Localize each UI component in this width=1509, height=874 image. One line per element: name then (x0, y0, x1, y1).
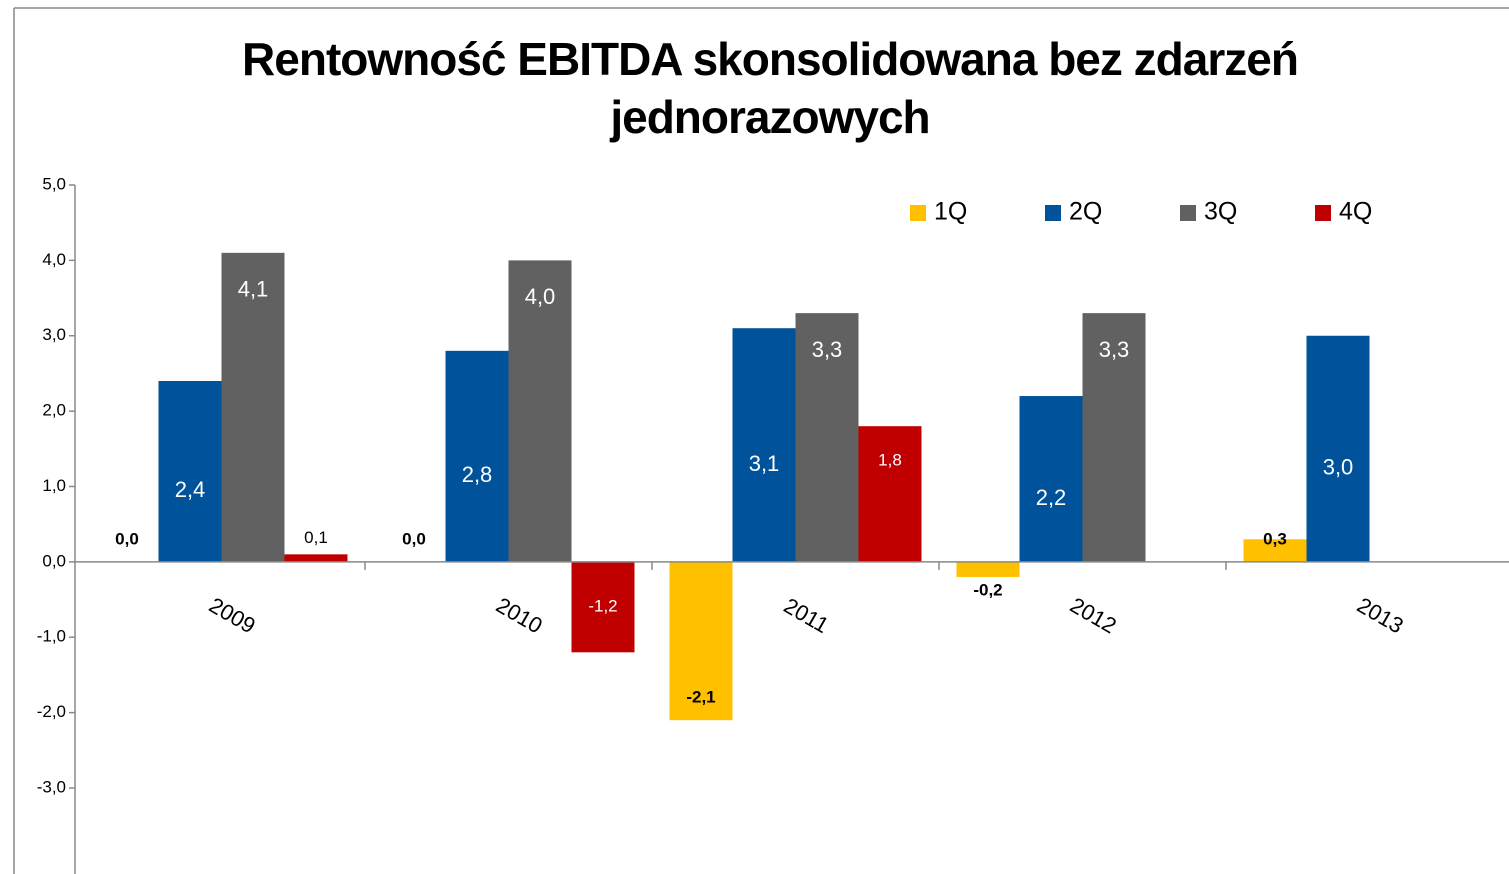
bar (508, 260, 572, 562)
chart-title: Rentowność EBITDA skonsolidowana bez zda… (242, 33, 1299, 143)
y-tick-label: 0,0 (42, 551, 66, 570)
data-label: 0,1 (304, 528, 328, 547)
data-label: 4,1 (238, 277, 269, 302)
data-label: 2,2 (1036, 485, 1067, 510)
data-label: 0,0 (402, 529, 426, 548)
data-label: 3,1 (749, 451, 780, 476)
bar (158, 380, 222, 562)
bar (284, 554, 348, 562)
x-tick-label: 2010 (492, 592, 547, 638)
bar (221, 252, 285, 562)
y-tick-label: 4,0 (42, 250, 66, 269)
data-label: -2,1 (686, 688, 715, 707)
bar (1306, 335, 1370, 562)
y-tick-label: -1,0 (37, 627, 66, 646)
y-tick-label: -3,0 (37, 777, 66, 796)
y-tick-label: 2,0 (42, 401, 66, 420)
data-label: 4,0 (525, 284, 556, 309)
y-tick-label: 3,0 (42, 325, 66, 344)
x-tick-label: 2013 (1353, 592, 1408, 638)
y-tick-label: 1,0 (42, 476, 66, 495)
bar (858, 426, 922, 562)
x-tick-label: 2009 (205, 592, 260, 638)
legend-swatch (1045, 205, 1061, 221)
data-label: -1,2 (588, 597, 617, 616)
x-tick-label: 2011 (780, 593, 833, 638)
bar (1243, 539, 1307, 562)
legend-swatch (910, 205, 926, 221)
data-label: 0,3 (1263, 529, 1287, 548)
data-label: -0,2 (973, 580, 1002, 599)
data-label: 2,8 (462, 462, 493, 487)
data-label: 3,3 (812, 337, 843, 362)
bar (669, 561, 733, 721)
data-label: 3,3 (1099, 337, 1130, 362)
bar (795, 313, 859, 562)
data-label: 3,0 (1323, 455, 1354, 480)
legend-label: 2Q (1069, 198, 1102, 226)
bar (956, 561, 1020, 577)
bar (1082, 313, 1146, 562)
bar (445, 350, 509, 562)
legend-swatch (1180, 205, 1196, 221)
bar (732, 328, 796, 562)
legend-label: 4Q (1339, 198, 1372, 226)
y-tick-label: 5,0 (42, 174, 66, 193)
bar (1019, 396, 1083, 562)
bar (571, 561, 635, 653)
x-tick-label: 2012 (1066, 592, 1121, 638)
legend-swatch (1315, 205, 1331, 221)
legend-label: 1Q (934, 198, 967, 226)
legend-label: 3Q (1204, 198, 1237, 226)
data-label: 0,0 (115, 529, 139, 548)
y-tick-label: -2,0 (37, 702, 66, 721)
data-label: 2,4 (175, 477, 206, 502)
data-label: 1,8 (878, 451, 902, 470)
